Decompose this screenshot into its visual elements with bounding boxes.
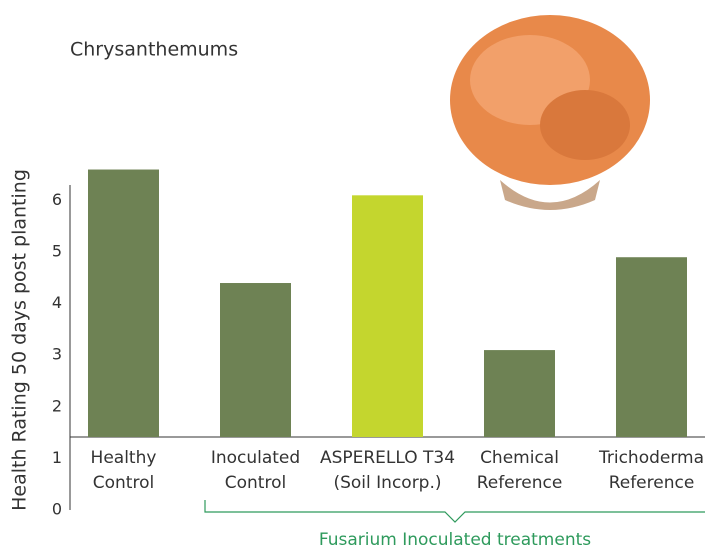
x-tick-label: Reference [477, 473, 563, 493]
y-tick-label: 1 [52, 448, 62, 467]
bar [484, 350, 555, 437]
y-tick-label: 3 [52, 345, 62, 364]
x-tick-label: ASPERELLO T34 [320, 448, 455, 468]
x-tick-label: Inoculated [211, 448, 300, 468]
bar [352, 195, 423, 437]
x-tick-label: (Soil Incorp.) [333, 473, 441, 493]
x-tick-label: Control [225, 473, 286, 493]
y-tick-label: 5 [52, 242, 62, 261]
x-tick-label: Chemical [480, 448, 559, 468]
bracket [205, 500, 705, 522]
y-tick-label: 6 [52, 190, 62, 209]
y-tick-label: 0 [52, 500, 62, 519]
y-tick-label: 4 [52, 293, 62, 312]
x-tick-label: Reference [609, 473, 695, 493]
chart: Chrysanthemums Health Rating 50 days pos… [0, 0, 705, 550]
y-tick-label: 2 [52, 396, 62, 415]
x-tick-label: Control [93, 473, 154, 493]
chart-title: Chrysanthemums [70, 39, 238, 61]
x-tick-label: Healthy [91, 448, 157, 468]
bar [220, 283, 291, 437]
y-axis-label: Health Rating 50 days post planting [9, 169, 31, 511]
annotation: Fusarium Inoculated treatments [319, 530, 591, 550]
bar [88, 170, 159, 437]
flower-image [450, 15, 650, 210]
bar [616, 257, 687, 437]
x-tick-label: Trichoderma [598, 448, 704, 468]
